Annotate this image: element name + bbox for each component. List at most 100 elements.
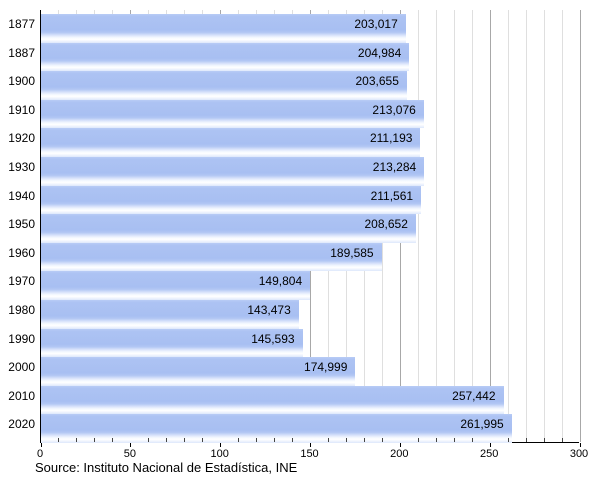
x-tick-major bbox=[489, 443, 491, 447]
bar-1900: 203,655 bbox=[41, 71, 407, 100]
x-tick-major bbox=[399, 443, 401, 447]
y-axis-label-1940: 1940 bbox=[8, 188, 35, 203]
bar-row: 174,999 bbox=[41, 357, 579, 386]
y-axis-label-1990: 1990 bbox=[8, 331, 35, 346]
gridline-minor bbox=[507, 10, 509, 442]
y-axis-label-1930: 1930 bbox=[8, 159, 35, 174]
bar-1930: 213,284 bbox=[41, 156, 425, 186]
x-tick-minor bbox=[345, 438, 347, 442]
bar-row: 189,585 bbox=[41, 242, 579, 272]
x-axis-label-250: 250 bbox=[479, 448, 499, 460]
y-axis-label-2010: 2010 bbox=[8, 388, 35, 403]
x-tick-minor bbox=[76, 438, 78, 442]
x-axis-label-200: 200 bbox=[390, 448, 409, 460]
source-caption: Source: Instituto Nacional de Estadístic… bbox=[35, 460, 298, 475]
x-axis-label-50: 50 bbox=[123, 448, 136, 460]
bar-row: 203,655 bbox=[41, 71, 579, 100]
gridline-minor bbox=[435, 10, 437, 442]
bar-1960: 189,585 bbox=[41, 242, 382, 272]
bar-2020: 261,995 bbox=[41, 414, 512, 443]
x-tick-minor bbox=[417, 438, 419, 442]
x-tick-minor bbox=[202, 438, 204, 442]
bar-value-label: 204,984 bbox=[357, 45, 402, 60]
bar-1910: 213,076 bbox=[41, 99, 424, 129]
bar-value-label: 149,804 bbox=[258, 274, 303, 289]
y-axis-label-2000: 2000 bbox=[8, 360, 35, 375]
bar-value-label: 261,995 bbox=[460, 417, 504, 432]
x-axis-label-300: 300 bbox=[569, 448, 589, 460]
x-tick-minor bbox=[381, 438, 383, 442]
x-tick-minor bbox=[292, 438, 294, 442]
x-tick-minor bbox=[453, 438, 455, 442]
x-tick-major bbox=[220, 443, 222, 447]
gridline-minor bbox=[525, 10, 527, 442]
bar-row: 143,473 bbox=[41, 299, 579, 329]
gridline-minor bbox=[453, 10, 455, 442]
bar-value-label: 211,193 bbox=[369, 131, 413, 146]
x-tick-minor bbox=[507, 438, 509, 442]
y-axis: 1877 1887 1900 1910 1920 1930 1940 1950 1960 1970… bbox=[0, 14, 35, 443]
bar-value-label: 203,655 bbox=[355, 74, 399, 89]
gridline-major bbox=[489, 10, 491, 442]
x-tick-major bbox=[130, 443, 132, 447]
x-tick-minor bbox=[166, 438, 168, 442]
x-tick-minor bbox=[256, 438, 258, 442]
bar-1887: 204,984 bbox=[41, 42, 410, 72]
bar-1980: 143,473 bbox=[41, 299, 299, 329]
bar-value-label: 213,076 bbox=[372, 102, 416, 117]
bar-row: 145,593 bbox=[41, 328, 579, 358]
bar-value-label: 145,593 bbox=[251, 331, 295, 346]
y-axis-label-1920: 1920 bbox=[8, 131, 35, 146]
x-tick-minor bbox=[543, 438, 545, 442]
x-tick-major bbox=[310, 443, 311, 447]
bar-value-label: 213,284 bbox=[372, 159, 417, 174]
y-axis-label-1900: 1900 bbox=[8, 74, 35, 89]
bar-value-label: 174,999 bbox=[304, 360, 348, 375]
gridline-minor bbox=[561, 10, 563, 442]
bar-row: 257,442 bbox=[41, 385, 579, 415]
x-tick-minor bbox=[363, 438, 365, 442]
bar-value-label: 211,561 bbox=[370, 188, 414, 203]
x-tick-minor bbox=[327, 438, 329, 442]
y-axis-label-1950: 1950 bbox=[8, 217, 35, 232]
bar-1920: 211,193 bbox=[41, 128, 421, 157]
x-tick-minor bbox=[94, 438, 96, 442]
bar-1940: 211,561 bbox=[41, 185, 422, 215]
bar-row: 261,995 bbox=[41, 414, 579, 443]
bar-row: 213,284 bbox=[41, 156, 579, 186]
x-tick-minor bbox=[561, 438, 563, 442]
bar-1990: 145,593 bbox=[41, 328, 303, 358]
gridline-minor bbox=[471, 10, 473, 442]
bar-value-label: 208,652 bbox=[364, 217, 408, 232]
bar-row: 211,193 bbox=[41, 128, 579, 157]
y-axis-label-1980: 1980 bbox=[8, 302, 35, 317]
x-axis-label-100: 100 bbox=[210, 448, 229, 460]
bar-rows: 203,017 204,984 203,655 213,076 211,193 213,2… bbox=[41, 14, 579, 443]
y-axis-label-2020: 2020 bbox=[8, 417, 35, 432]
bar-value-label: 203,017 bbox=[354, 17, 398, 31]
bar-row: 149,804 bbox=[41, 271, 579, 300]
y-axis-label-1877: 1877 bbox=[8, 17, 35, 31]
x-tick-minor bbox=[435, 438, 437, 442]
bar-row: 203,017 bbox=[41, 14, 579, 43]
x-axis-labels: 0 50 100 150 200 250 300 bbox=[36, 448, 588, 462]
gridline-minor bbox=[417, 10, 419, 442]
y-axis-label-1960: 1960 bbox=[8, 245, 35, 260]
bar-1877: 203,017 bbox=[41, 14, 406, 43]
bar-1950: 208,652 bbox=[41, 214, 416, 243]
x-tick-minor bbox=[274, 438, 276, 442]
plot-area: 203,017 204,984 203,655 213,076 211,193 213,2… bbox=[40, 10, 581, 447]
bar-row: 211,561 bbox=[41, 185, 579, 215]
x-tick-minor bbox=[525, 438, 527, 442]
gridline-major bbox=[579, 10, 581, 442]
x-tick-major bbox=[41, 443, 42, 447]
gridline-minor bbox=[543, 10, 545, 442]
bar-2000: 174,999 bbox=[41, 357, 356, 386]
x-tick-minor bbox=[112, 438, 114, 442]
bar-value-label: 189,585 bbox=[330, 245, 374, 260]
x-axis-label-0: 0 bbox=[36, 448, 44, 460]
y-axis-label-1910: 1910 bbox=[8, 102, 35, 117]
bar-value-label: 257,442 bbox=[452, 388, 496, 403]
y-axis-label-1887: 1887 bbox=[8, 45, 35, 60]
